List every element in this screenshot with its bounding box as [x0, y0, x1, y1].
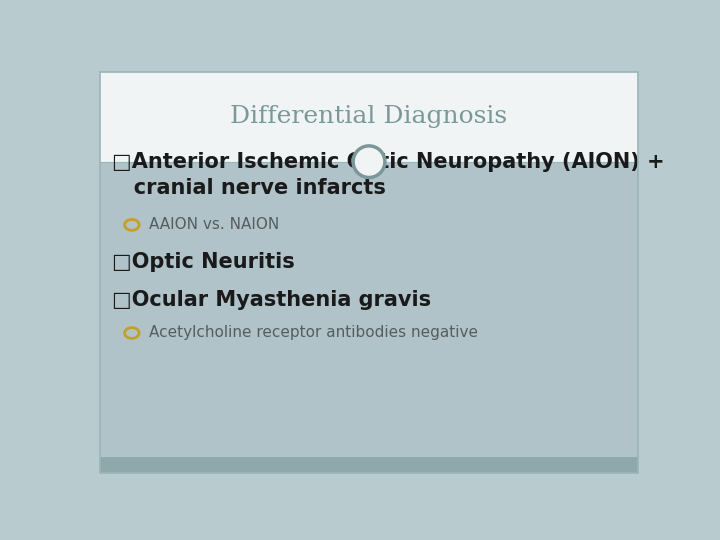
Text: □Anterior Ischemic Optic Neuropathy (AION) +
   cranial nerve infarcts: □Anterior Ischemic Optic Neuropathy (AIO… — [112, 152, 665, 198]
Ellipse shape — [353, 146, 385, 178]
FancyBboxPatch shape — [100, 457, 638, 473]
Text: □Ocular Myasthenia gravis: □Ocular Myasthenia gravis — [112, 290, 431, 310]
Text: AAION vs. NAION: AAION vs. NAION — [148, 218, 279, 232]
Text: Acetylcholine receptor antibodies negative: Acetylcholine receptor antibodies negati… — [148, 326, 477, 341]
FancyBboxPatch shape — [100, 161, 638, 457]
FancyBboxPatch shape — [100, 72, 638, 161]
Text: □Optic Neuritis: □Optic Neuritis — [112, 252, 295, 272]
Text: Differential Diagnosis: Differential Diagnosis — [230, 105, 508, 129]
